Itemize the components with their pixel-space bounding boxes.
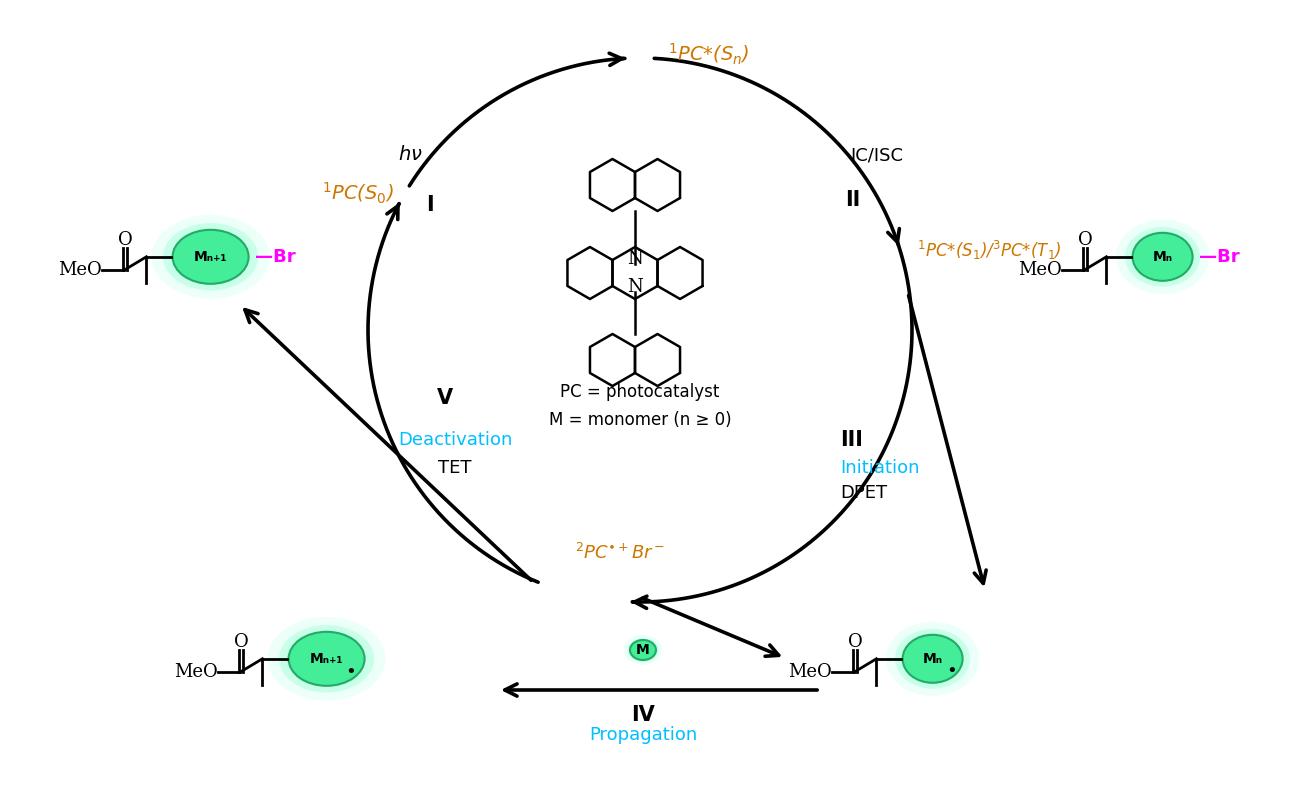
Text: •: • <box>345 663 356 681</box>
Text: MeO: MeO <box>1018 261 1061 279</box>
Ellipse shape <box>279 625 374 692</box>
Text: Mₙ: Mₙ <box>1152 250 1173 264</box>
Ellipse shape <box>886 622 979 696</box>
Text: N: N <box>627 279 643 296</box>
Text: O: O <box>234 633 249 651</box>
Text: —Br: —Br <box>1199 248 1240 266</box>
Text: M = monomer (n ≥ 0): M = monomer (n ≥ 0) <box>548 411 731 429</box>
Ellipse shape <box>1132 233 1193 281</box>
Ellipse shape <box>623 635 663 665</box>
Text: Mₙ: Mₙ <box>922 652 942 666</box>
Text: IC/ISC: IC/ISC <box>850 146 903 164</box>
Text: Propagation: Propagation <box>589 726 697 744</box>
Ellipse shape <box>903 634 963 683</box>
Ellipse shape <box>1126 227 1200 287</box>
Ellipse shape <box>1117 220 1210 294</box>
Text: MeO: MeO <box>789 663 832 681</box>
Text: O: O <box>1078 231 1093 249</box>
Text: $^1$PC*(S$_n$): $^1$PC*(S$_n$) <box>668 41 749 67</box>
Text: N: N <box>627 249 643 268</box>
Ellipse shape <box>163 223 258 291</box>
Text: I: I <box>426 195 434 215</box>
Text: DPET: DPET <box>840 484 887 502</box>
Text: •: • <box>946 662 956 680</box>
Text: PC = photocatalyst: PC = photocatalyst <box>560 383 720 401</box>
Ellipse shape <box>152 215 269 299</box>
Text: V: V <box>437 388 453 408</box>
Text: MeO: MeO <box>174 663 218 681</box>
Text: M: M <box>636 643 649 657</box>
Text: Deactivation: Deactivation <box>398 431 512 449</box>
Text: III: III <box>840 430 863 450</box>
Text: $^1$PC(S$_0$): $^1$PC(S$_0$) <box>323 181 395 206</box>
Text: II: II <box>845 190 861 210</box>
Text: O: O <box>118 231 133 249</box>
Text: TET: TET <box>438 459 472 477</box>
Text: $^2$PC$^{\bullet+}$Br$^-$: $^2$PC$^{\bullet+}$Br$^-$ <box>575 543 665 563</box>
Text: Mₙ₊₁: Mₙ₊₁ <box>310 652 344 666</box>
Text: O: O <box>848 633 863 651</box>
Text: $h\nu$: $h\nu$ <box>398 145 422 164</box>
Ellipse shape <box>173 229 248 283</box>
Ellipse shape <box>289 632 365 686</box>
Ellipse shape <box>895 629 970 689</box>
Text: Mₙ₊₁: Mₙ₊₁ <box>194 250 227 264</box>
Ellipse shape <box>630 640 656 660</box>
Ellipse shape <box>627 638 659 662</box>
Text: $^1$PC*(S$_1$)/$^3$PC*(T$_1$): $^1$PC*(S$_1$)/$^3$PC*(T$_1$) <box>917 240 1061 263</box>
Ellipse shape <box>268 617 386 700</box>
Text: Initiation: Initiation <box>840 459 920 477</box>
Text: MeO: MeO <box>58 261 102 279</box>
Text: —Br: —Br <box>255 248 295 266</box>
Text: IV: IV <box>631 705 655 725</box>
